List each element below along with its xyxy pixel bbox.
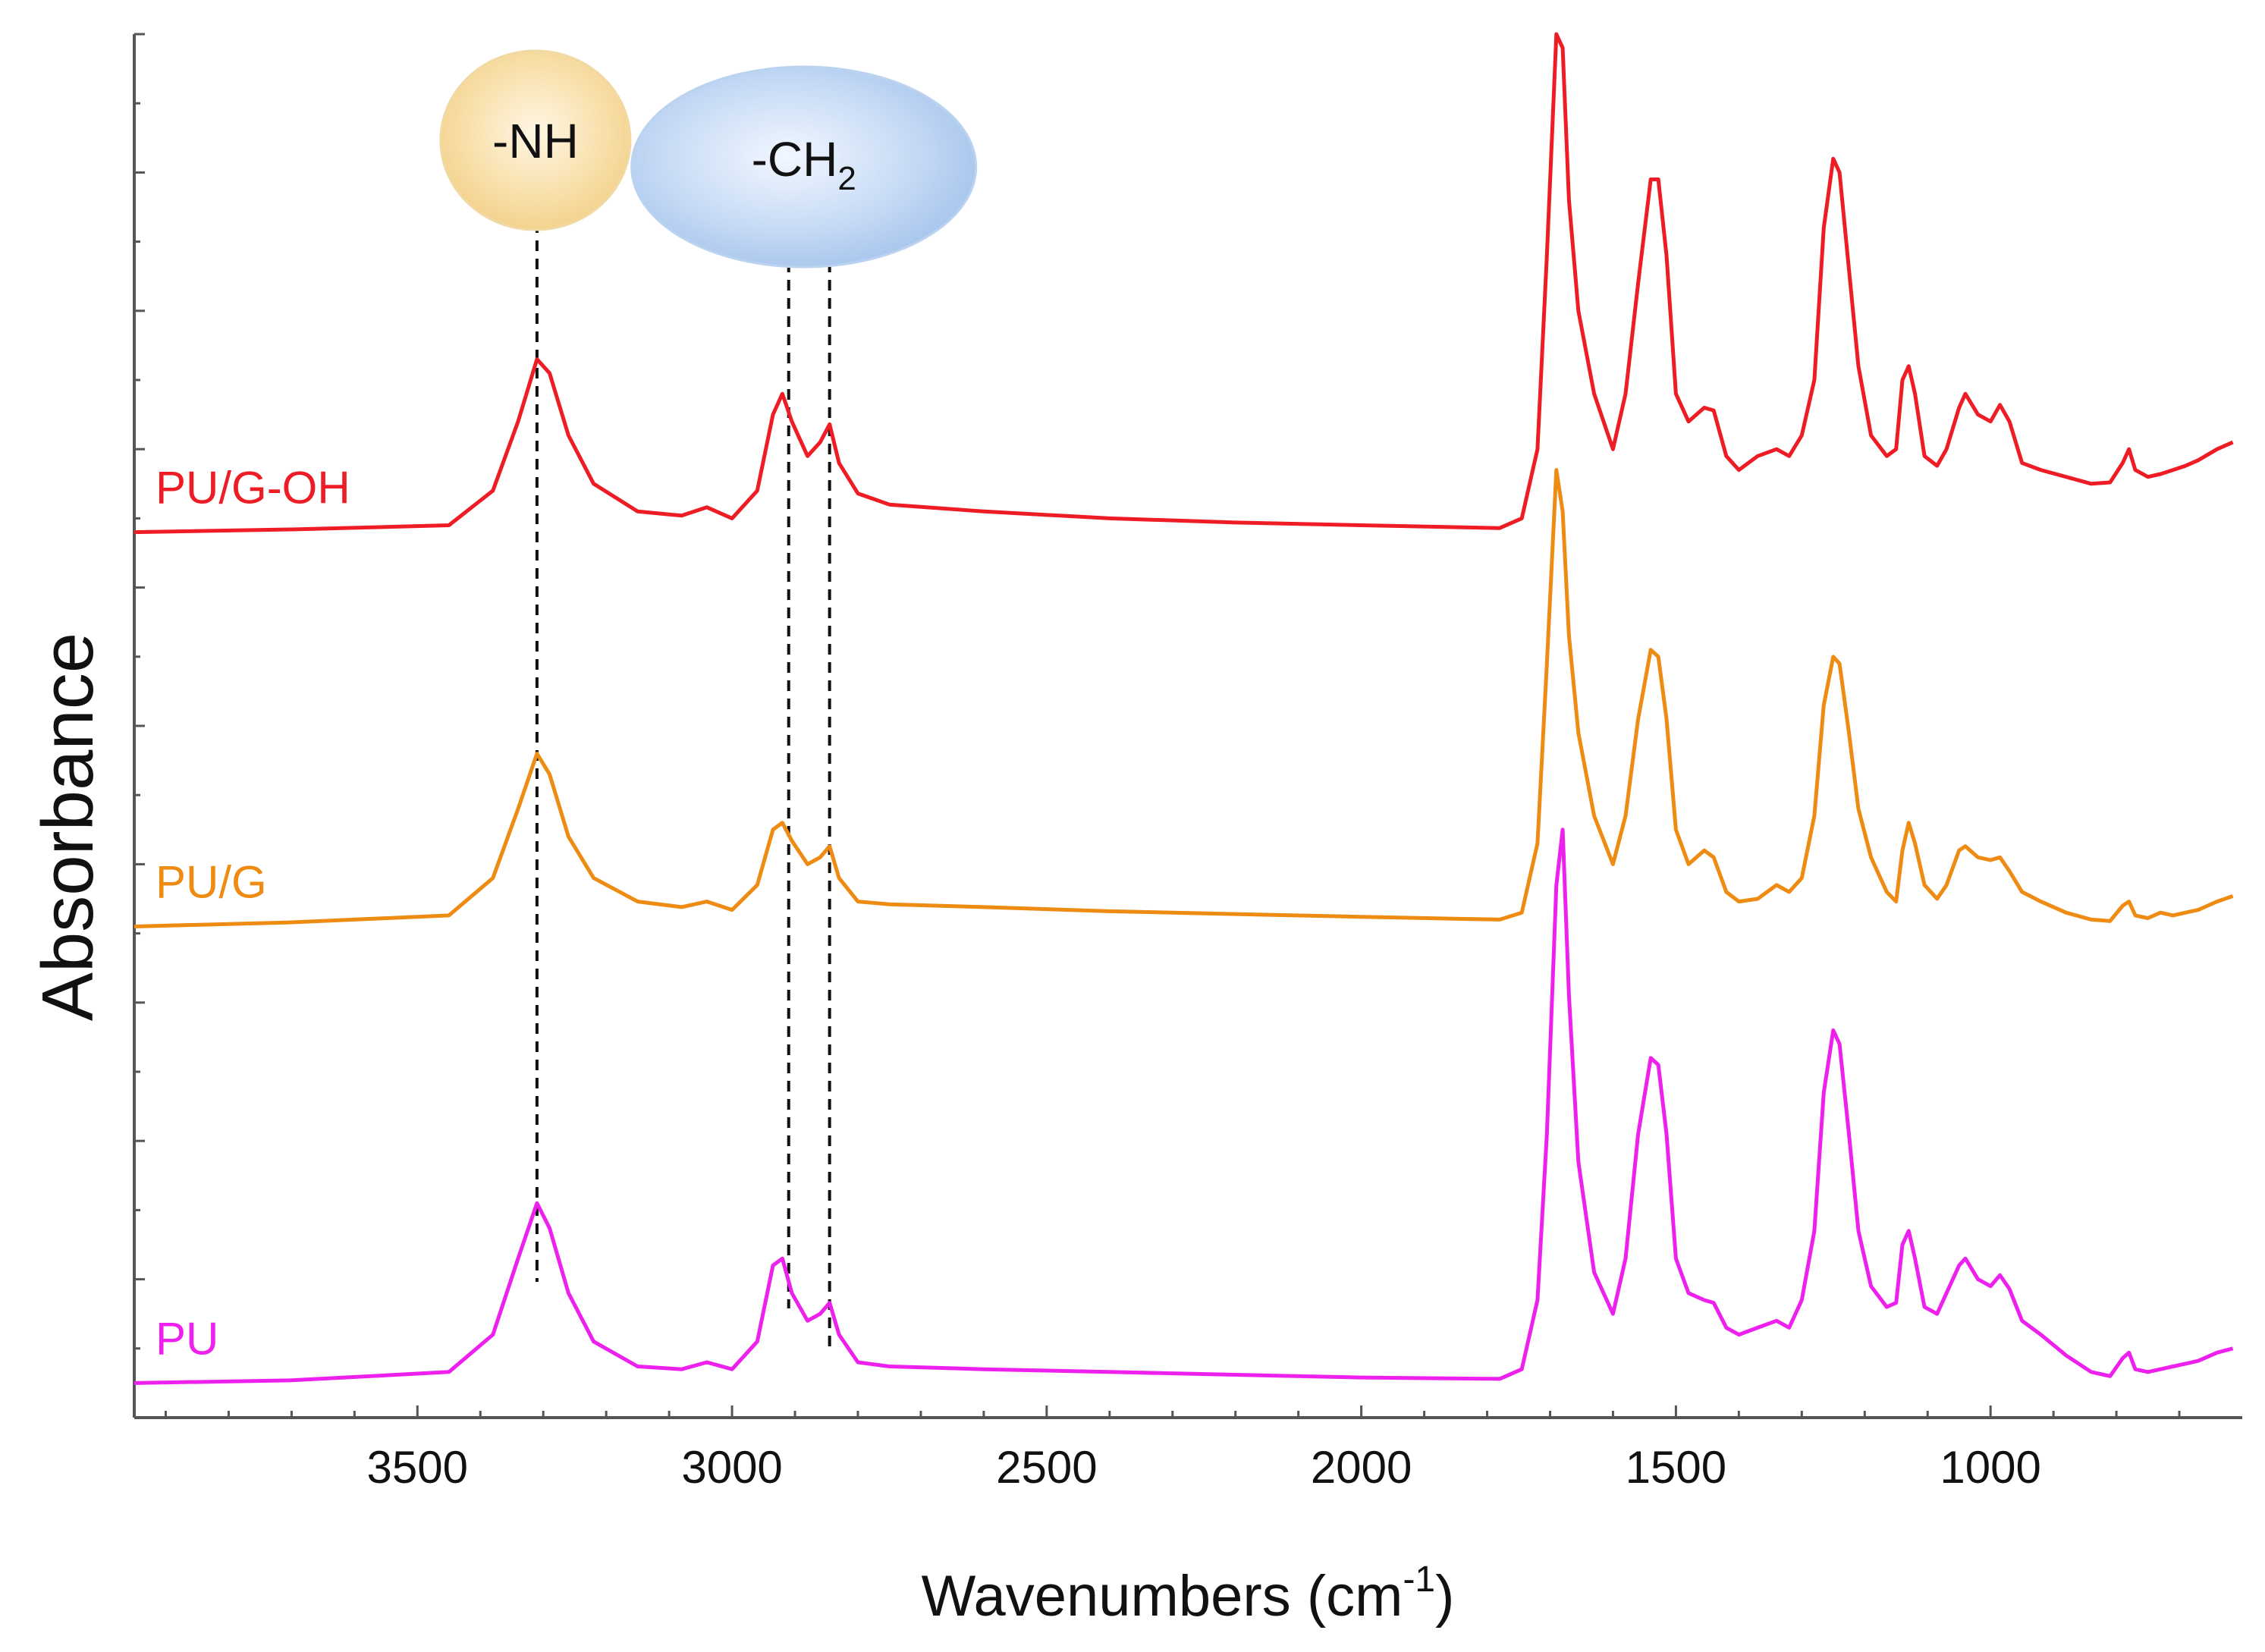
x-tick-label: 1500 — [1626, 1442, 1726, 1493]
x-tick-label: 2000 — [1311, 1442, 1412, 1493]
x-tick-label: 2500 — [996, 1442, 1097, 1493]
nh-label: -NH — [492, 114, 579, 168]
spectra — [134, 32, 2234, 1385]
x-axis-ticks: 3500 3000 2500 2000 1500 1000 — [164, 1405, 2181, 1493]
x-tick-label: 3500 — [367, 1442, 468, 1493]
series-label: PU/G-OH — [156, 463, 350, 514]
y-axis-title: Absorbance — [27, 633, 108, 1021]
x-axis-title-close: ) — [1435, 1564, 1454, 1628]
ch2-label: -CH2 — [752, 132, 856, 197]
ch2-label-main: -CH — [752, 132, 838, 187]
series-line — [134, 468, 2234, 928]
series-line — [134, 32, 2234, 535]
x-axis-title-main: Wavenumbers (cm — [922, 1564, 1403, 1628]
functional-group-annotations: -NH -CH2 — [439, 49, 978, 269]
peak-guide-lines — [535, 186, 831, 1354]
series-label: PU/G — [156, 856, 267, 907]
x-axis-title-superscript: -1 — [1403, 1559, 1435, 1600]
x-tick-label: 1000 — [1940, 1442, 2040, 1493]
x-axis-title: Wavenumbers (cm-1) — [922, 1559, 1455, 1628]
series-label: PU — [156, 1313, 218, 1364]
x-tick-label: 3000 — [681, 1442, 782, 1493]
ch2-bubble — [630, 65, 978, 269]
nh-bubble — [439, 49, 632, 231]
axes: 3500 3000 2500 2000 1500 1000 — [133, 33, 2242, 1493]
series-line — [134, 828, 2234, 1385]
series-labels: PU/G-OH PU/G PU — [156, 463, 350, 1365]
ch2-label-subscript: 2 — [837, 160, 856, 197]
y-axis-ticks — [134, 33, 145, 1419]
